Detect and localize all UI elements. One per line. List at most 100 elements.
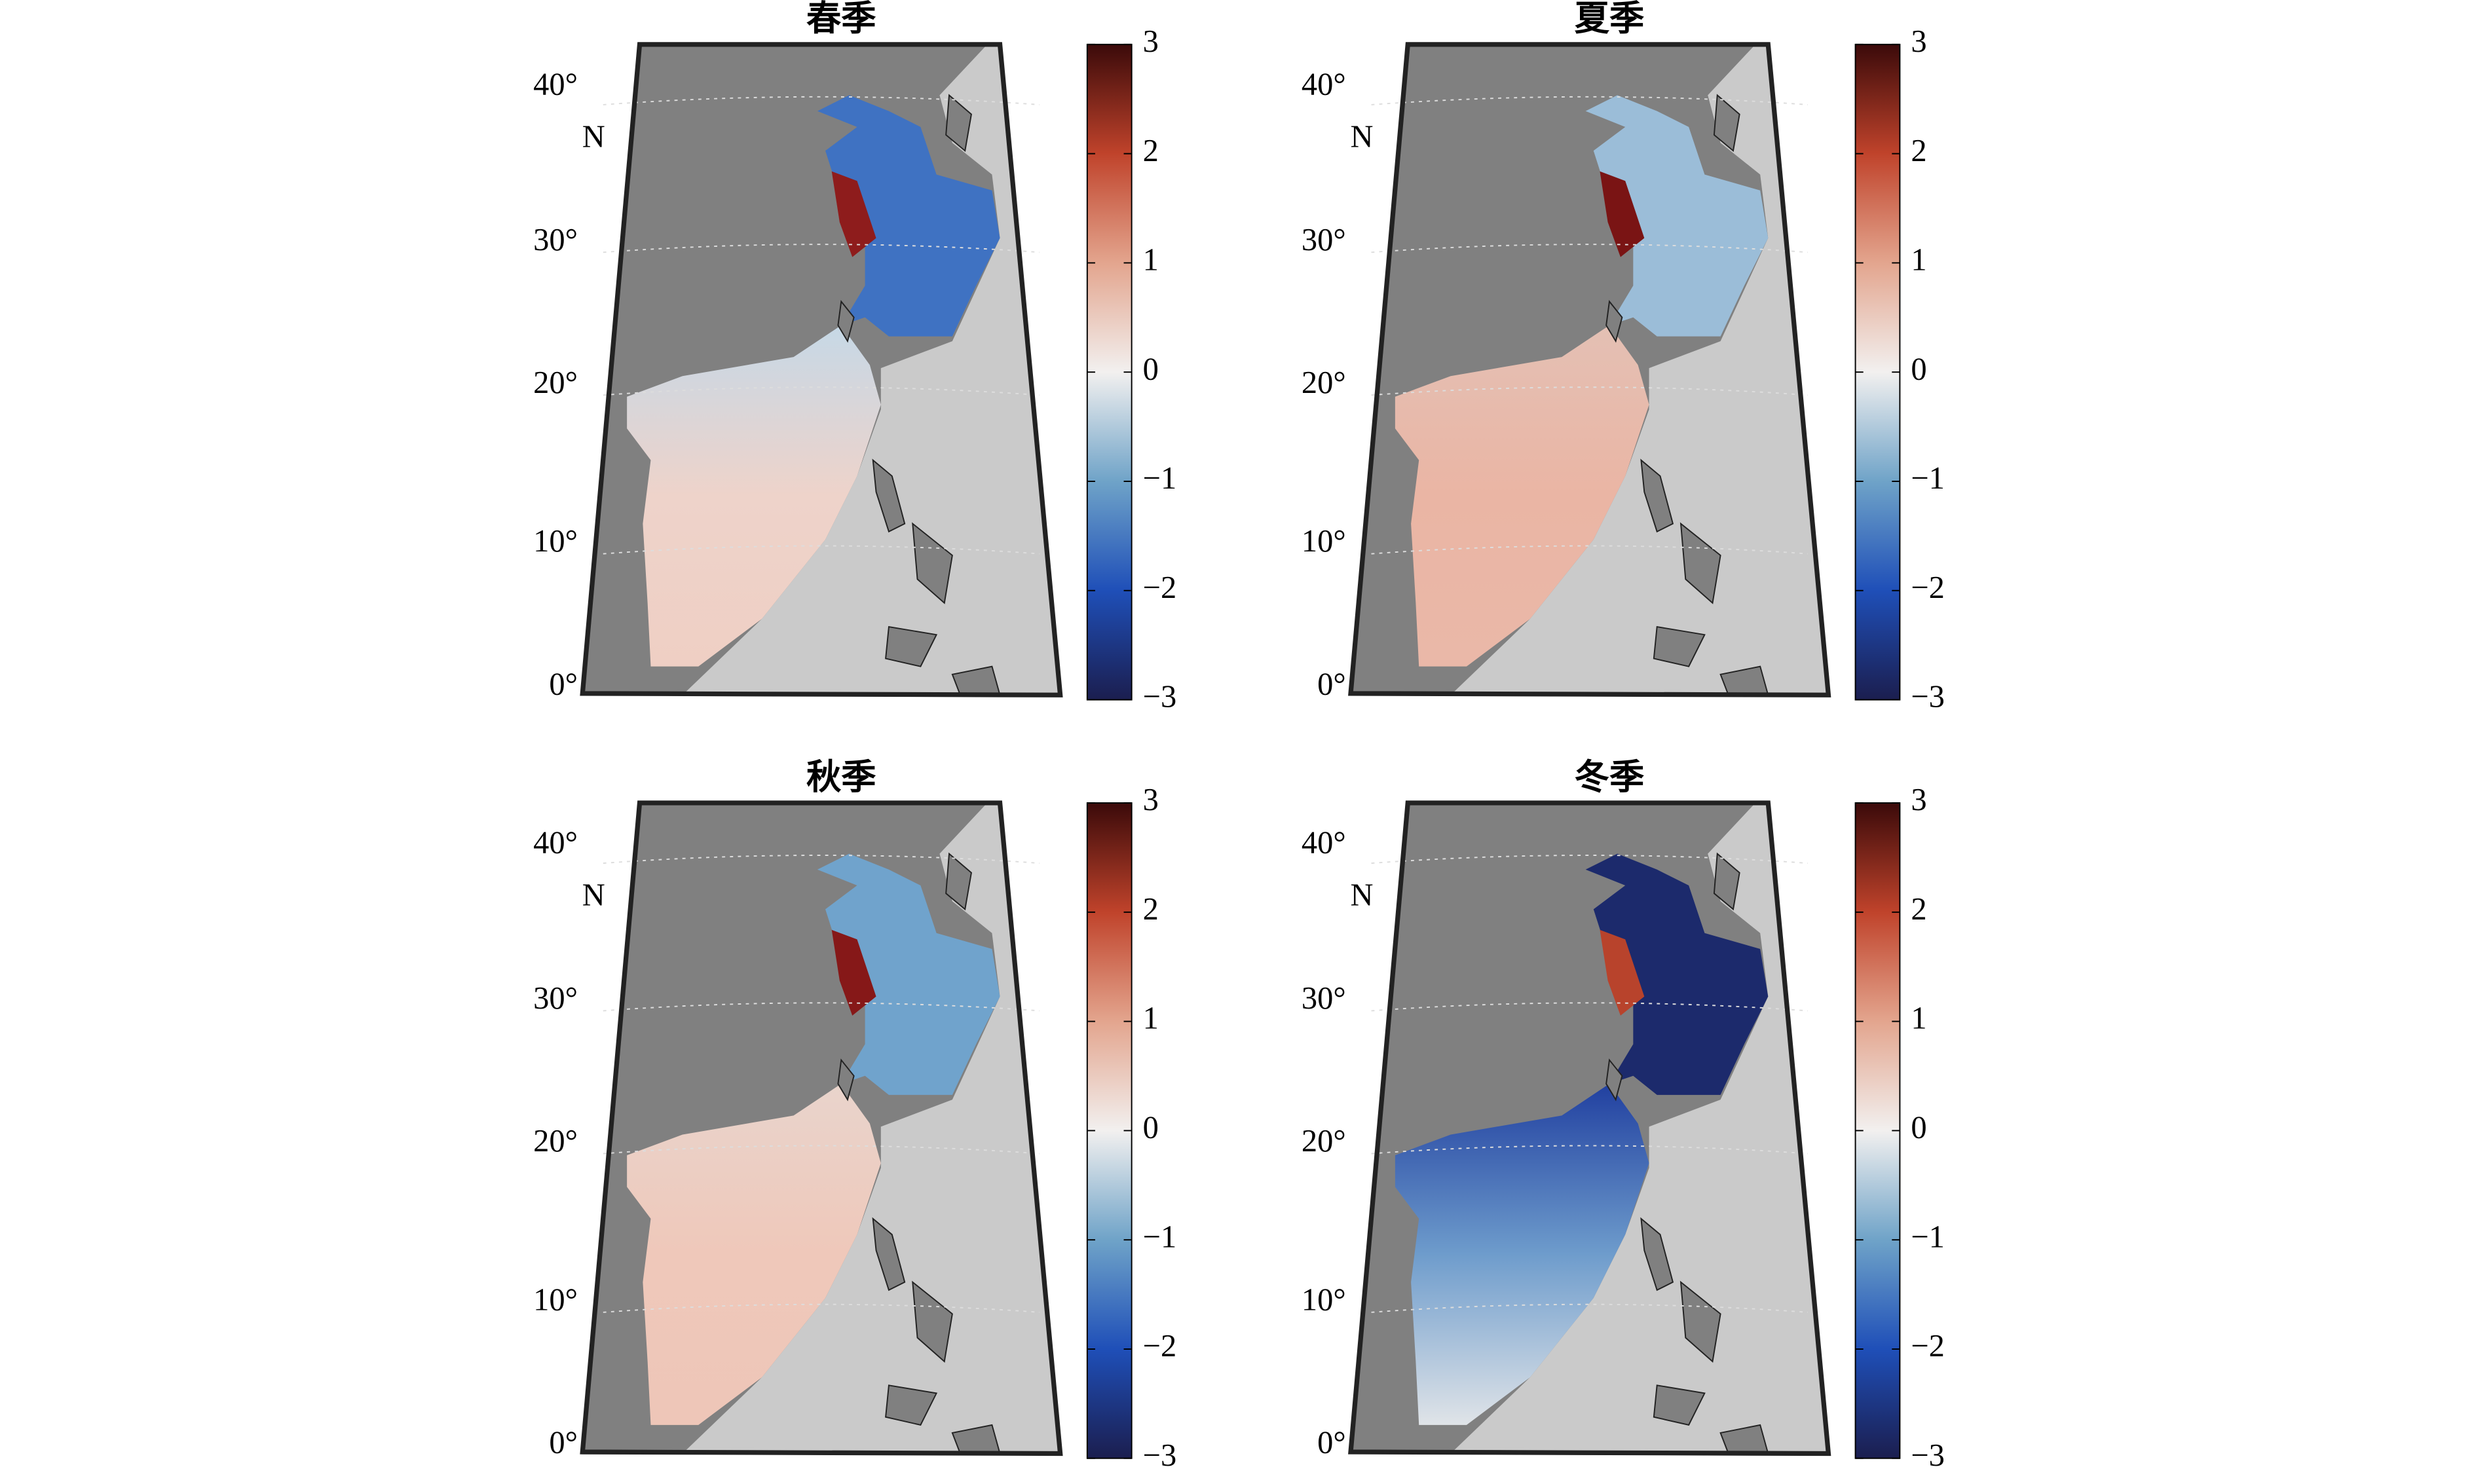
pacific bbox=[682, 803, 1060, 1454]
panel-title: 夏季 bbox=[1575, 0, 1645, 38]
lat-unit: N bbox=[1350, 119, 1373, 154]
island bbox=[945, 852, 972, 911]
panel-title: 秋季 bbox=[806, 758, 876, 796]
graticule bbox=[603, 1145, 1040, 1155]
lat-label: 20° bbox=[533, 1124, 578, 1159]
island bbox=[1679, 1280, 1721, 1363]
island bbox=[1653, 625, 1706, 667]
colorbar-tick-label: 2 bbox=[1911, 134, 1926, 168]
lat-label: 20° bbox=[533, 365, 578, 400]
colorbar-tick-label: 0 bbox=[1911, 352, 1926, 386]
island bbox=[912, 1280, 953, 1363]
lat-label: 20° bbox=[1302, 365, 1346, 400]
colorbar-tick-label: 2 bbox=[1143, 892, 1159, 927]
island bbox=[837, 1058, 855, 1102]
south-china-sea bbox=[1395, 1083, 1649, 1425]
island bbox=[872, 458, 906, 533]
lat-label: 30° bbox=[1302, 981, 1346, 1016]
island bbox=[945, 94, 972, 153]
south-china-sea bbox=[627, 325, 881, 667]
map-frame bbox=[1348, 42, 1831, 697]
map-panel: 春季 40° 30° 20° 10° 0° N −3 −2 −1 0 1 2 3 bbox=[533, 0, 1176, 714]
map-panel: 秋季 40° 30° 20° 10° 0° N −3 −2 −1 0 1 2 3 bbox=[533, 758, 1176, 1473]
graticule bbox=[603, 244, 1040, 253]
east-china-sea bbox=[817, 95, 1000, 337]
map-frame bbox=[580, 800, 1063, 1456]
colorbar-tick-label: −3 bbox=[1911, 680, 1945, 714]
graticule bbox=[603, 1002, 1040, 1012]
pacific bbox=[1450, 44, 1829, 696]
island bbox=[1640, 458, 1674, 533]
east-china-sea bbox=[1585, 95, 1769, 337]
east-china-sea bbox=[817, 853, 1000, 1095]
colorbar-tick-label: 3 bbox=[1911, 24, 1926, 59]
colorbar-tick-label: 1 bbox=[1911, 243, 1926, 278]
lat-label: 40° bbox=[533, 826, 578, 861]
graticule bbox=[603, 1303, 1040, 1313]
island bbox=[1640, 1217, 1674, 1291]
lat-label: 30° bbox=[533, 223, 578, 257]
map-frame bbox=[1348, 800, 1831, 1456]
graticule bbox=[603, 545, 1040, 555]
colorbar-tick-label: −1 bbox=[1143, 1219, 1177, 1254]
colorbar-frame bbox=[1854, 802, 1901, 1459]
island bbox=[872, 1217, 906, 1291]
coastal-band bbox=[831, 171, 876, 257]
lat-label: 10° bbox=[1302, 524, 1346, 559]
island bbox=[1713, 852, 1740, 911]
lat-label: 0° bbox=[1317, 667, 1346, 701]
colorbar-tick-label: 0 bbox=[1143, 1111, 1159, 1145]
south-china-sea bbox=[627, 1083, 881, 1425]
graticule bbox=[1371, 855, 1808, 864]
colorbar-tick-label: 2 bbox=[1911, 892, 1926, 927]
graticule bbox=[1371, 96, 1808, 105]
island bbox=[1605, 1058, 1623, 1102]
colorbar-tick-label: −1 bbox=[1911, 1219, 1945, 1254]
colorbar-tick-label: −3 bbox=[1143, 680, 1177, 714]
colorbar-tick-label: −1 bbox=[1143, 461, 1177, 496]
coastal-band bbox=[831, 929, 876, 1016]
lat-unit: N bbox=[582, 119, 605, 154]
graticule bbox=[1371, 386, 1808, 396]
coastal-band bbox=[1600, 171, 1645, 257]
south-china-sea bbox=[1395, 325, 1649, 667]
colorbar-tick-label: −2 bbox=[1143, 1329, 1177, 1363]
island bbox=[1713, 94, 1740, 153]
island bbox=[912, 522, 953, 604]
colorbar-tick-label: −1 bbox=[1911, 461, 1945, 496]
colorbar-frame bbox=[1086, 43, 1133, 701]
lat-label: 0° bbox=[549, 1425, 578, 1460]
island bbox=[1653, 1384, 1706, 1426]
lat-label: 40° bbox=[1302, 826, 1346, 861]
coastal-band bbox=[1600, 929, 1645, 1016]
lat-label: 0° bbox=[549, 667, 578, 701]
map-panel: 夏季 40° 30° 20° 10° 0° N −3 −2 −1 0 1 2 3 bbox=[1302, 0, 1945, 714]
colorbar-tick-label: 1 bbox=[1143, 1001, 1159, 1036]
lat-label: 10° bbox=[1302, 1282, 1346, 1317]
pacific bbox=[1450, 803, 1829, 1454]
colorbar-frame bbox=[1086, 802, 1133, 1459]
pacific bbox=[682, 44, 1060, 696]
colorbar-tick-label: 1 bbox=[1143, 243, 1159, 278]
graticule bbox=[1371, 1145, 1808, 1155]
lat-label: 30° bbox=[533, 981, 578, 1016]
graticule bbox=[603, 96, 1040, 105]
island bbox=[1605, 299, 1623, 343]
island bbox=[885, 1384, 938, 1426]
graticule bbox=[1371, 1303, 1808, 1313]
panel-title: 春季 bbox=[806, 0, 876, 38]
graticule bbox=[603, 386, 1040, 396]
colorbar-tick-label: −3 bbox=[1911, 1438, 1945, 1473]
panel-title: 冬季 bbox=[1575, 758, 1645, 796]
map-frame bbox=[580, 42, 1063, 697]
map-panel: 冬季 40° 30° 20° 10° 0° N −3 −2 −1 0 1 2 3 bbox=[1302, 758, 1945, 1473]
island bbox=[1679, 522, 1721, 604]
colorbar-tick-label: −3 bbox=[1143, 1438, 1177, 1473]
colorbar-tick-label: 1 bbox=[1911, 1001, 1926, 1036]
graticule bbox=[603, 855, 1040, 864]
lat-label: 20° bbox=[1302, 1124, 1346, 1159]
colorbar-tick-label: 3 bbox=[1143, 24, 1159, 59]
lat-label: 30° bbox=[1302, 223, 1346, 257]
